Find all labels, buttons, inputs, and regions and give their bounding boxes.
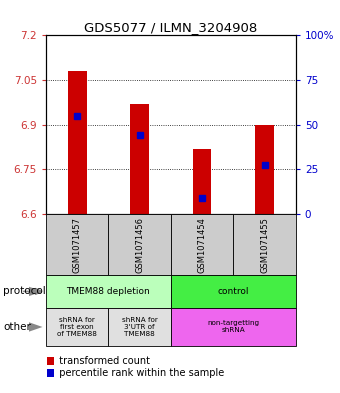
Text: GSM1071454: GSM1071454	[198, 217, 207, 273]
Polygon shape	[29, 322, 42, 332]
Text: GSM1071455: GSM1071455	[260, 217, 269, 273]
Title: GDS5077 / ILMN_3204908: GDS5077 / ILMN_3204908	[84, 21, 257, 34]
Bar	[171, 275, 296, 308]
Bar	[46, 214, 108, 275]
Text: GSM1071457: GSM1071457	[73, 217, 82, 273]
Bar	[193, 149, 211, 214]
Text: shRNA for
first exon
of TMEM88: shRNA for first exon of TMEM88	[57, 317, 97, 337]
Bar	[255, 125, 274, 214]
Bar	[47, 357, 54, 365]
Bar	[171, 308, 296, 346]
Bar	[130, 104, 149, 214]
Text: GSM1071456: GSM1071456	[135, 217, 144, 273]
Text: control: control	[218, 287, 249, 296]
Bar	[46, 308, 108, 346]
Text: percentile rank within the sample: percentile rank within the sample	[53, 368, 224, 378]
Text: other: other	[3, 322, 31, 332]
Polygon shape	[29, 287, 42, 296]
Bar	[233, 214, 296, 275]
Text: non-targetting
shRNA: non-targetting shRNA	[207, 320, 259, 334]
Bar	[108, 308, 171, 346]
Bar	[47, 369, 54, 377]
Text: protocol: protocol	[3, 286, 46, 296]
Text: TMEM88 depletion: TMEM88 depletion	[67, 287, 150, 296]
Bar	[68, 71, 86, 214]
Bar	[171, 214, 233, 275]
Bar	[46, 275, 171, 308]
Text: transformed count: transformed count	[53, 356, 150, 366]
Text: shRNA for
3'UTR of
TMEM88: shRNA for 3'UTR of TMEM88	[122, 317, 157, 337]
Bar	[108, 214, 171, 275]
